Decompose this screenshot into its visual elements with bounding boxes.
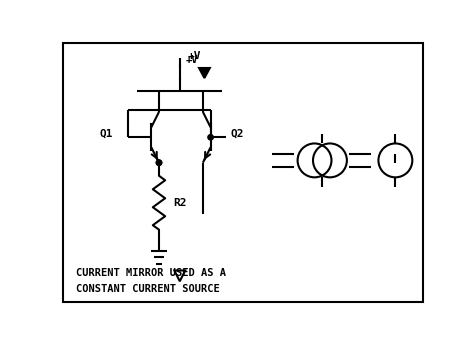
Text: +V: +V [186,55,199,65]
Circle shape [208,135,213,140]
Text: R2: R2 [173,198,186,208]
Text: +V: +V [188,51,201,61]
Circle shape [156,160,162,166]
Text: Q1: Q1 [100,129,113,139]
FancyBboxPatch shape [63,43,423,302]
Polygon shape [199,68,210,78]
Text: CURRENT MIRROR USED AS A
CONSTANT CURRENT SOURCE: CURRENT MIRROR USED AS A CONSTANT CURREN… [76,268,226,294]
Text: Q2: Q2 [231,129,244,139]
Circle shape [156,160,162,166]
